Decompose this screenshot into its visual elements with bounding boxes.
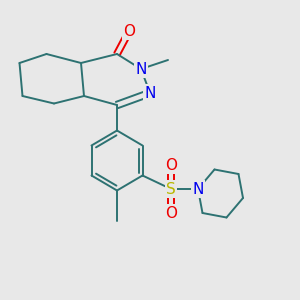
Text: N: N <box>135 61 147 76</box>
Text: O: O <box>165 158 177 172</box>
Text: S: S <box>166 182 176 196</box>
Text: N: N <box>144 85 156 100</box>
Text: O: O <box>123 24 135 39</box>
Text: O: O <box>165 206 177 220</box>
Text: N: N <box>192 182 204 196</box>
